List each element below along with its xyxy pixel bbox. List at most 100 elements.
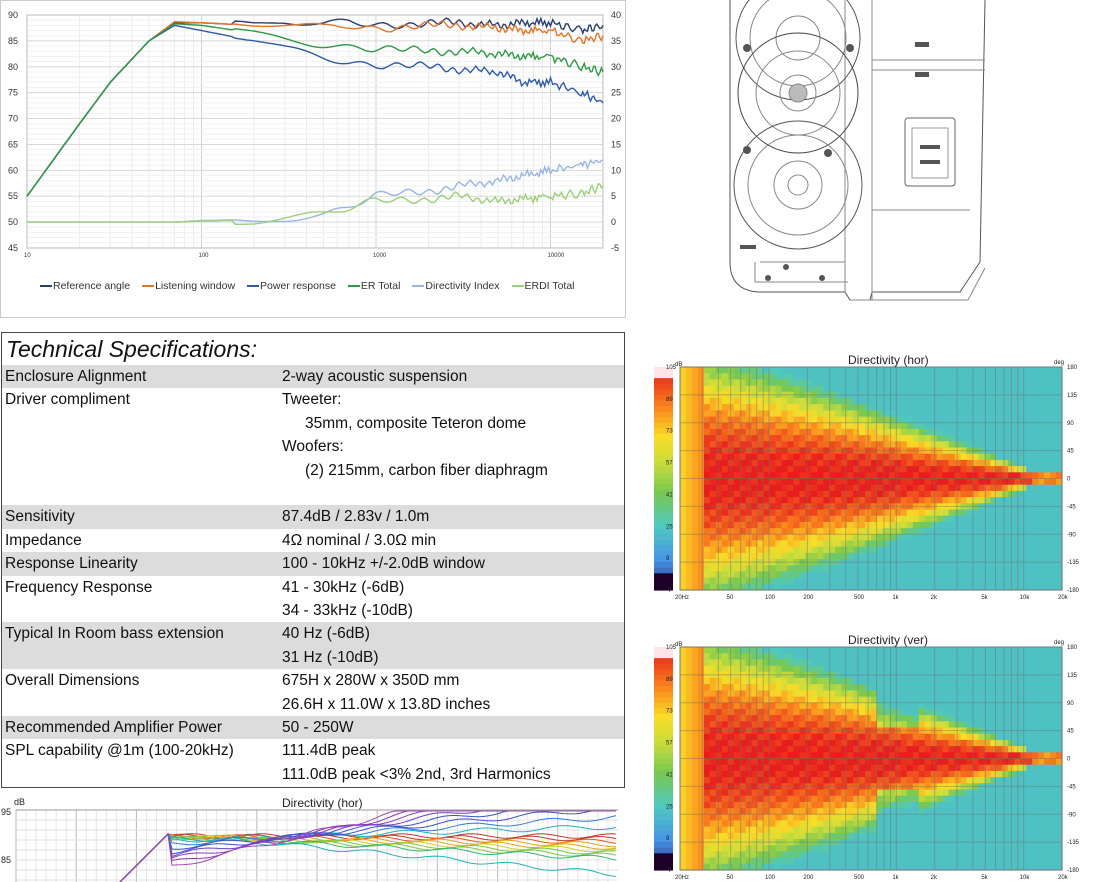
heat-cell [805, 777, 812, 784]
heat-cell [835, 715, 842, 722]
heat-cell [763, 404, 771, 411]
heat-cell [1038, 441, 1045, 449]
heat-cell [936, 466, 944, 473]
heat-cell [1056, 770, 1063, 778]
heat-cell [847, 453, 854, 461]
heat-cell [727, 447, 735, 455]
heat-cell [859, 497, 866, 504]
heat-cell [686, 653, 693, 660]
heat-cell [912, 565, 920, 572]
heat-cell [954, 839, 962, 846]
heat-cell [936, 783, 944, 791]
heat-cell [835, 398, 842, 405]
heat-cell [1014, 583, 1021, 591]
heat-cell [978, 422, 985, 430]
heat-cell [954, 447, 962, 455]
heat-cell [817, 422, 824, 430]
heat-cell [900, 367, 908, 374]
heat-cell [1056, 820, 1063, 828]
heat-cell [966, 671, 974, 679]
heat-cell [811, 453, 818, 461]
heat-cell [865, 851, 872, 859]
heat-cell [1026, 398, 1033, 405]
heat-cell [900, 708, 908, 716]
heat-cell [954, 814, 962, 822]
heat-cell [966, 783, 974, 791]
heat-cell [847, 466, 854, 473]
heat-cell [811, 727, 818, 735]
heat-cell [871, 552, 878, 560]
heat-cell [853, 671, 860, 679]
heat-cell [751, 814, 759, 822]
heat-cell [787, 379, 794, 387]
heat-cell [888, 546, 896, 554]
heat-cell [859, 820, 866, 828]
heat-cell [966, 546, 974, 554]
heat-cell [912, 727, 920, 735]
heat-cell [680, 739, 687, 747]
heat-cell [805, 647, 812, 654]
heat-cell [906, 428, 914, 436]
heat-cell [823, 665, 830, 673]
heat-cell [829, 540, 836, 548]
heat-cell [882, 777, 890, 784]
heat-cell [817, 678, 824, 685]
heat-cell [996, 422, 1003, 430]
heat-cell [936, 690, 944, 698]
heat-cell [894, 515, 902, 523]
heat-cell [823, 509, 830, 517]
heat-cell [1050, 478, 1057, 486]
heat-cell [906, 659, 914, 667]
heat-cell [733, 678, 741, 685]
heat-cell [978, 385, 985, 393]
heat-cell [972, 814, 980, 822]
heat-cell [829, 428, 836, 436]
heat-cell [1050, 515, 1057, 523]
heat-cell [841, 416, 848, 424]
heat-cell [847, 528, 854, 535]
heat-cell [691, 490, 699, 498]
heat-cell [942, 472, 950, 480]
heat-cell [775, 770, 783, 778]
deg-tick-label: 0 [1067, 477, 1071, 483]
heat-cell [1032, 379, 1039, 387]
heat-cell [894, 441, 902, 449]
heat-cell [721, 721, 729, 729]
heat-cell [829, 733, 836, 741]
heat-cell [954, 733, 962, 741]
heat-cell [990, 453, 997, 461]
heat-cell [859, 795, 866, 803]
heat-cell [769, 490, 777, 498]
heat-cell [703, 428, 711, 436]
heat-cell [996, 851, 1003, 859]
heat-cell [805, 583, 812, 591]
heat-cell [906, 653, 914, 660]
heat-cell [793, 373, 800, 380]
heat-cell [1020, 783, 1027, 791]
heat-cell [912, 733, 920, 741]
heat-cell [936, 801, 944, 809]
heat-cell [703, 540, 711, 548]
heat-cell [882, 733, 890, 741]
heat-cell [680, 367, 687, 374]
heat-cell [1008, 552, 1015, 560]
heat-cell [918, 416, 926, 424]
heat-cell [775, 583, 783, 591]
heat-cell [859, 367, 866, 374]
heat-cell [930, 820, 938, 828]
heat-cell [978, 795, 985, 803]
heat-cell [721, 795, 729, 803]
heat-cell [1026, 416, 1033, 424]
heat-cell [1014, 428, 1021, 436]
heat-cell [871, 497, 878, 504]
heat-cell [829, 552, 836, 560]
heat-cell [888, 721, 896, 729]
heat-cell [1032, 832, 1039, 840]
heat-cell [894, 472, 902, 480]
heat-cell [1050, 490, 1057, 498]
heat-cell [775, 534, 783, 542]
heat-cell [882, 808, 890, 815]
heat-cell [948, 820, 956, 828]
heat-cell [1002, 410, 1009, 418]
heat-cell [1026, 385, 1033, 393]
